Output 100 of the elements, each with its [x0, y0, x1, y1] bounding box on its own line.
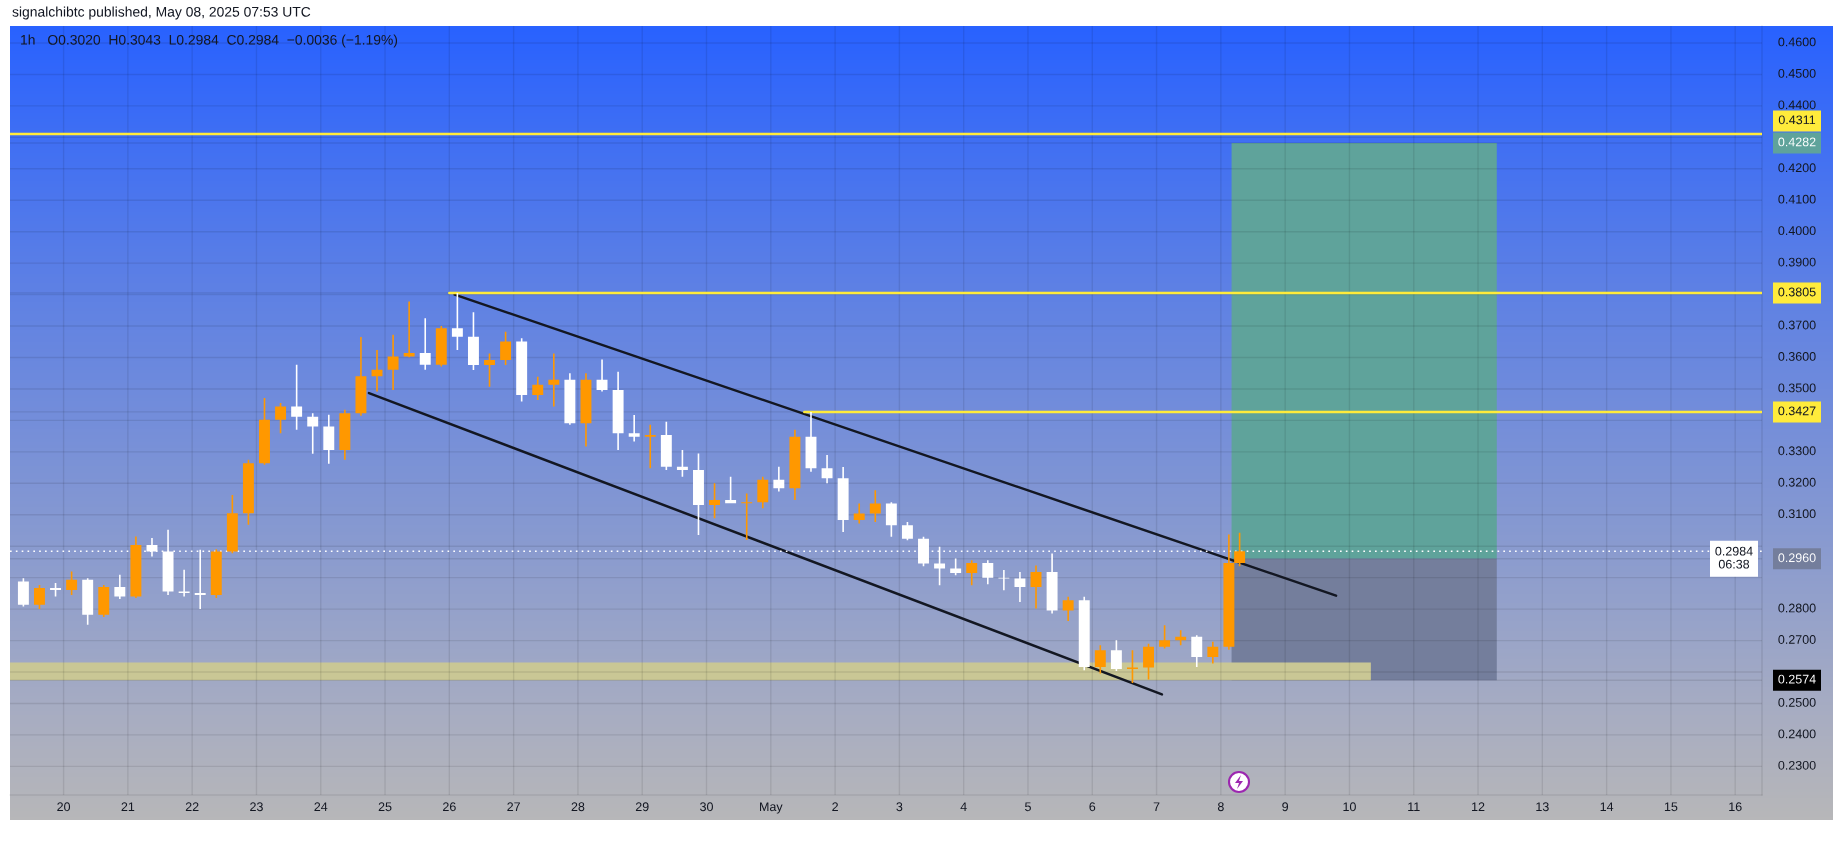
x-tick-label: 11 — [1408, 802, 1420, 811]
x-tick-label: 7 — [1153, 802, 1160, 811]
x-tick-label: 21 — [121, 802, 135, 811]
candlestick — [1046, 553, 1058, 614]
x-tick-label: 26 — [443, 802, 456, 812]
candlestick — [532, 376, 544, 400]
candlestick — [757, 476, 769, 509]
candlestick — [1191, 635, 1203, 667]
candlestick — [660, 421, 672, 471]
candlestick — [467, 312, 479, 371]
candlestick — [837, 466, 849, 533]
candlestick — [242, 459, 254, 525]
candlestick — [853, 503, 865, 524]
text: signalchibtc published, May 08, 2025 07:53 UTC — [12, 6, 311, 20]
candlestick — [1234, 532, 1246, 567]
candlestick — [773, 466, 785, 492]
candlestick — [693, 453, 704, 535]
candlestick — [355, 337, 367, 416]
candlestick — [580, 373, 592, 447]
y-tick-label: 0.3300 — [1778, 446, 1816, 456]
x-tick-label: 22 — [185, 802, 199, 811]
candlestick — [1143, 643, 1154, 680]
x-tick-label: 20 — [57, 802, 71, 812]
candlestick — [1062, 596, 1074, 622]
x-tick-label: 5 — [1025, 802, 1031, 812]
y-tick-label: 0.2400 — [1778, 729, 1816, 739]
x-tick-label: 28 — [571, 802, 585, 812]
x-tick-label: 10 — [1343, 802, 1356, 812]
candlestick — [1159, 625, 1171, 649]
chart-title: 1h — [21, 34, 35, 45]
y-tick-label: 0.4100 — [1778, 194, 1816, 204]
x-tick-label: 29 — [635, 802, 649, 812]
x-tick-label: 15 — [1664, 802, 1678, 812]
candlestick — [419, 318, 431, 370]
x-tick-label: May — [760, 802, 783, 814]
x-tick-label: 14 — [1600, 802, 1614, 811]
candlestick — [612, 371, 624, 450]
ref-line-label: 0.4311 — [1778, 115, 1816, 125]
candlestick — [403, 301, 415, 358]
y-tick-label: 0.2800 — [1778, 603, 1816, 613]
candlestick — [130, 536, 142, 599]
y-tick-label: 0.3427 — [1778, 406, 1816, 416]
x-tick-label: 13 — [1536, 802, 1549, 812]
candlestick — [1030, 565, 1042, 609]
x-tick-label: 12 — [1472, 802, 1485, 811]
y-tick-label: 0.3500 — [1778, 383, 1816, 393]
candlestick — [1223, 534, 1235, 650]
y-tick-label: 0.2700 — [1778, 635, 1816, 644]
candlestick — [821, 455, 833, 484]
text: O0.3020 H0.3043 L0.2984 C0.2984 −0.0036 (−1.19%) — [48, 34, 398, 48]
candlestick — [789, 429, 801, 500]
x-tick-label: 24 — [314, 802, 328, 811]
y-tick-label: 0.3900 — [1778, 257, 1816, 267]
candlestick — [869, 490, 881, 522]
x-tick-label: 27 — [507, 802, 520, 811]
candlestick — [435, 326, 447, 367]
y-tick-label: 0.3805 — [1778, 287, 1816, 297]
candlestick — [98, 584, 110, 617]
candlestick — [339, 409, 351, 460]
candlestick — [323, 414, 335, 464]
candlestick — [644, 424, 656, 469]
candlestick — [387, 334, 399, 390]
y-tick-label: 0.2574 — [1778, 674, 1816, 684]
candlestick — [500, 331, 512, 366]
x-tick-label: 30 — [700, 802, 713, 812]
candlestick — [1078, 596, 1090, 671]
candlestick — [966, 560, 978, 586]
candlestick — [1207, 641, 1219, 664]
x-tick-label: 25 — [378, 802, 392, 812]
x-tick-label: 3 — [896, 802, 903, 812]
candlestick — [210, 549, 222, 599]
candlestick — [596, 359, 608, 392]
candlestick — [226, 494, 238, 554]
y-tick-label: 0.4000 — [1778, 226, 1816, 236]
candlestick — [982, 560, 994, 585]
y-tick-label: 0.4600 — [1778, 37, 1816, 47]
candlestick — [805, 411, 817, 472]
y-tick-label: 0.2960 — [1778, 553, 1816, 563]
candlestick — [1110, 640, 1122, 672]
candlestick — [66, 571, 78, 595]
candlestick — [275, 403, 287, 434]
x-tick-label: 4 — [960, 802, 967, 811]
candlestick — [918, 536, 929, 567]
candlestick — [259, 398, 270, 465]
y-tick-label: 0.4200 — [1778, 163, 1816, 173]
candlestick — [114, 574, 126, 600]
candlestick — [1014, 572, 1026, 602]
candlestick — [82, 578, 94, 625]
x-tick-label: 9 — [1282, 802, 1289, 812]
candlestick — [34, 584, 45, 610]
x-tick-label: 8 — [1217, 802, 1224, 812]
ref-line-label: 0.2984 06:38 — [1715, 546, 1753, 569]
y-tick-label: 0.4400 — [1778, 100, 1816, 110]
x-tick-label: 16 — [1729, 802, 1742, 812]
y-tick-label: 0.3100 — [1778, 509, 1816, 519]
x-tick-label: 2 — [832, 802, 838, 811]
candlestick — [998, 570, 1010, 591]
y-tick-label: 0.4500 — [1778, 68, 1816, 78]
x-tick-label: 6 — [1089, 802, 1096, 812]
candlestick — [178, 569, 190, 597]
